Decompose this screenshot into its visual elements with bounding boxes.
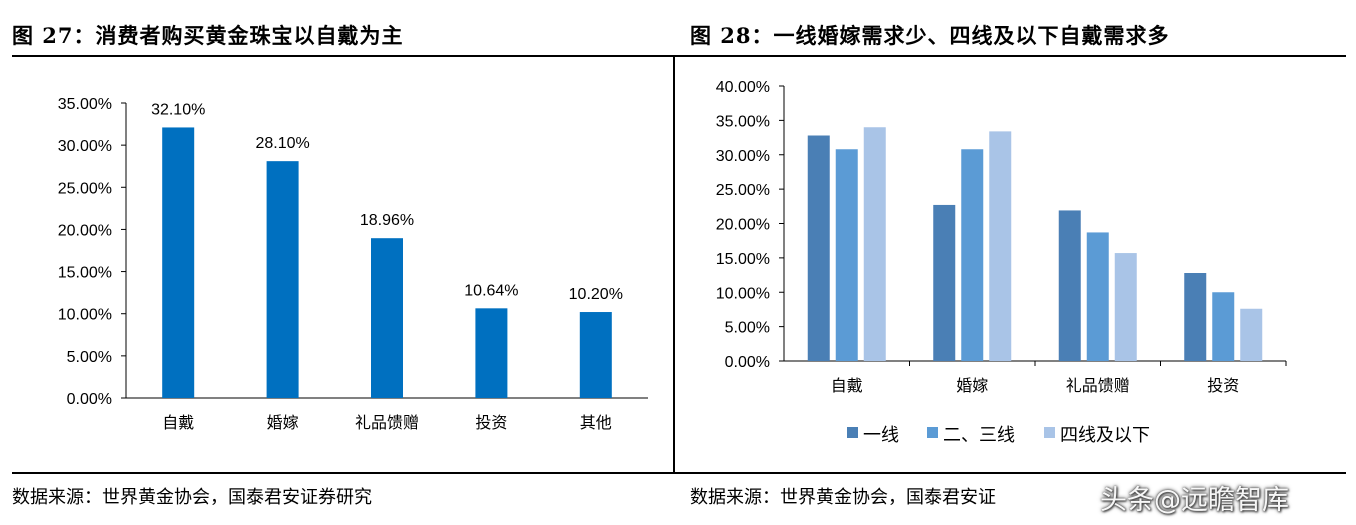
left-chart-bar xyxy=(371,238,403,398)
left-chart-category-label: 自戴 xyxy=(162,413,194,432)
right-chart-y-tick-label: 35.00% xyxy=(716,113,770,130)
left-chart-category-label: 婚嫁 xyxy=(267,413,299,432)
top-rule xyxy=(12,55,1346,57)
left-chart-bar xyxy=(579,312,612,398)
legend-swatch xyxy=(847,427,858,438)
bottom-rule xyxy=(12,472,1346,474)
left-chart-data-label: 28.10% xyxy=(255,135,309,152)
watermark: 头条@远瞻智库 xyxy=(1100,485,1289,516)
left-chart-bar xyxy=(162,127,195,398)
legend-label: 四线及以下 xyxy=(1060,425,1150,446)
left-chart-y-tick-label: 15.00% xyxy=(58,265,112,282)
left-chart-data-label: 10.64% xyxy=(464,282,518,299)
left-chart-y-tick-label: 10.00% xyxy=(58,307,112,324)
middle-divider xyxy=(673,57,675,472)
right-chart-y-tick-label: 20.00% xyxy=(716,217,770,234)
right-chart-bar xyxy=(961,149,984,361)
source-note-left: 数据来源：世界黄金协会，国泰君安证券研究 xyxy=(12,487,372,508)
right-chart-category-label: 礼品馈赠 xyxy=(1066,376,1130,395)
legend-label: 二、三线 xyxy=(943,425,1015,446)
right-chart-bar xyxy=(863,127,886,361)
left-chart-data-label: 10.20% xyxy=(569,286,623,303)
right-chart-bar xyxy=(1114,253,1137,361)
left-chart-y-tick-label: 20.00% xyxy=(58,222,112,239)
right-chart-y-tick-label: 40.00% xyxy=(716,79,770,96)
right-chart-bar xyxy=(1184,273,1207,361)
right-chart-bar xyxy=(1212,292,1235,361)
right-chart-y-tick-label: 25.00% xyxy=(716,182,770,199)
left-chart-category-label: 其他 xyxy=(580,413,612,432)
right-chart-y-tick-label: 5.00% xyxy=(725,320,770,337)
right-chart-bar xyxy=(933,204,956,361)
right-chart-category-label: 婚嫁 xyxy=(956,376,988,395)
figure-27-title: 图 27：消费者购买黄金珠宝以自戴为主 xyxy=(12,23,404,48)
right-chart-bar xyxy=(835,149,858,361)
right-chart-y-tick-label: 0.00% xyxy=(725,354,770,371)
left-chart-y-tick-label: 25.00% xyxy=(58,180,112,197)
right-chart-bar xyxy=(1058,210,1081,361)
right-chart-category-label: 投资 xyxy=(1207,376,1239,395)
figure-28-title: 图 28：一线婚嫁需求少、四线及以下自戴需求多 xyxy=(690,23,1170,48)
right-chart-bar xyxy=(1086,232,1109,361)
legend-swatch xyxy=(927,427,938,438)
legend-swatch xyxy=(1044,427,1055,438)
left-chart-bar xyxy=(475,308,508,398)
right-chart-y-tick-label: 15.00% xyxy=(716,251,770,268)
legend-label: 一线 xyxy=(863,425,899,446)
right-chart-bar xyxy=(989,131,1012,361)
left-chart-bar xyxy=(266,161,299,398)
left-chart-y-tick-label: 5.00% xyxy=(67,349,112,366)
right-chart-bar xyxy=(807,135,830,361)
right-chart-bar xyxy=(1240,308,1263,361)
right-chart-y-tick-label: 10.00% xyxy=(716,285,770,302)
left-chart-y-tick-label: 0.00% xyxy=(67,391,112,408)
source-note-right: 数据来源：世界黄金协会，国泰君安证 xyxy=(690,487,996,508)
right-chart-y-tick-label: 30.00% xyxy=(716,148,770,165)
left-chart-category-label: 礼品馈赠 xyxy=(355,413,419,432)
right-chart-category-label: 自戴 xyxy=(831,376,863,395)
left-chart-y-tick-label: 35.00% xyxy=(58,96,112,113)
left-chart-y-tick-label: 30.00% xyxy=(58,138,112,155)
left-chart-category-label: 投资 xyxy=(475,413,507,432)
left-chart-data-label: 32.10% xyxy=(151,101,205,118)
left-chart-data-label: 18.96% xyxy=(360,212,414,229)
